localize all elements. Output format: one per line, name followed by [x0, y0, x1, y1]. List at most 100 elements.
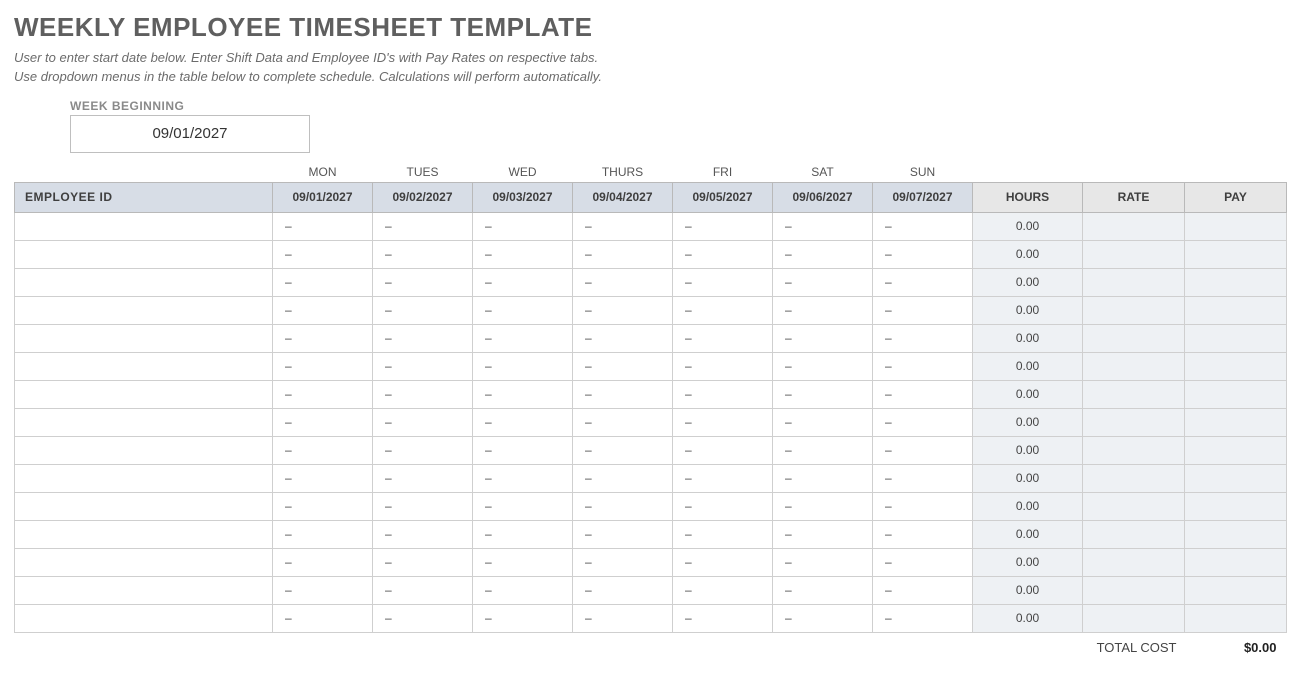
shift-cell[interactable]: –: [673, 548, 773, 576]
shift-cell[interactable]: –: [273, 380, 373, 408]
shift-cell[interactable]: –: [573, 408, 673, 436]
shift-cell[interactable]: –: [673, 212, 773, 240]
shift-cell[interactable]: –: [673, 380, 773, 408]
shift-cell[interactable]: –: [573, 492, 673, 520]
employee-id-cell[interactable]: [15, 296, 273, 324]
shift-cell[interactable]: –: [873, 324, 973, 352]
employee-id-cell[interactable]: [15, 492, 273, 520]
employee-id-cell[interactable]: [15, 380, 273, 408]
shift-cell[interactable]: –: [373, 324, 473, 352]
shift-cell[interactable]: –: [773, 212, 873, 240]
shift-cell[interactable]: –: [773, 464, 873, 492]
shift-cell[interactable]: –: [873, 464, 973, 492]
shift-cell[interactable]: –: [873, 240, 973, 268]
shift-cell[interactable]: –: [873, 576, 973, 604]
shift-cell[interactable]: –: [273, 576, 373, 604]
employee-id-cell[interactable]: [15, 324, 273, 352]
shift-cell[interactable]: –: [873, 380, 973, 408]
employee-id-cell[interactable]: [15, 436, 273, 464]
shift-cell[interactable]: –: [373, 408, 473, 436]
shift-cell[interactable]: –: [773, 324, 873, 352]
shift-cell[interactable]: –: [873, 436, 973, 464]
employee-id-cell[interactable]: [15, 548, 273, 576]
shift-cell[interactable]: –: [373, 436, 473, 464]
shift-cell[interactable]: –: [473, 352, 573, 380]
shift-cell[interactable]: –: [473, 576, 573, 604]
shift-cell[interactable]: –: [473, 548, 573, 576]
shift-cell[interactable]: –: [773, 296, 873, 324]
shift-cell[interactable]: –: [673, 352, 773, 380]
shift-cell[interactable]: –: [873, 296, 973, 324]
week-beginning-input[interactable]: 09/01/2027: [70, 115, 310, 153]
shift-cell[interactable]: –: [473, 520, 573, 548]
shift-cell[interactable]: –: [773, 240, 873, 268]
shift-cell[interactable]: –: [273, 268, 373, 296]
shift-cell[interactable]: –: [273, 352, 373, 380]
shift-cell[interactable]: –: [673, 520, 773, 548]
shift-cell[interactable]: –: [473, 268, 573, 296]
shift-cell[interactable]: –: [773, 492, 873, 520]
shift-cell[interactable]: –: [573, 548, 673, 576]
shift-cell[interactable]: –: [873, 520, 973, 548]
shift-cell[interactable]: –: [473, 408, 573, 436]
employee-id-cell[interactable]: [15, 212, 273, 240]
shift-cell[interactable]: –: [873, 408, 973, 436]
shift-cell[interactable]: –: [473, 324, 573, 352]
shift-cell[interactable]: –: [373, 576, 473, 604]
shift-cell[interactable]: –: [373, 268, 473, 296]
shift-cell[interactable]: –: [273, 520, 373, 548]
shift-cell[interactable]: –: [473, 492, 573, 520]
shift-cell[interactable]: –: [873, 268, 973, 296]
shift-cell[interactable]: –: [273, 492, 373, 520]
shift-cell[interactable]: –: [373, 464, 473, 492]
shift-cell[interactable]: –: [273, 604, 373, 632]
shift-cell[interactable]: –: [473, 464, 573, 492]
shift-cell[interactable]: –: [773, 548, 873, 576]
shift-cell[interactable]: –: [873, 492, 973, 520]
shift-cell[interactable]: –: [573, 268, 673, 296]
shift-cell[interactable]: –: [373, 604, 473, 632]
shift-cell[interactable]: –: [273, 464, 373, 492]
shift-cell[interactable]: –: [373, 240, 473, 268]
shift-cell[interactable]: –: [273, 436, 373, 464]
employee-id-cell[interactable]: [15, 408, 273, 436]
shift-cell[interactable]: –: [673, 408, 773, 436]
shift-cell[interactable]: –: [773, 408, 873, 436]
shift-cell[interactable]: –: [773, 380, 873, 408]
shift-cell[interactable]: –: [773, 520, 873, 548]
shift-cell[interactable]: –: [573, 296, 673, 324]
employee-id-cell[interactable]: [15, 352, 273, 380]
shift-cell[interactable]: –: [373, 212, 473, 240]
shift-cell[interactable]: –: [573, 576, 673, 604]
shift-cell[interactable]: –: [573, 436, 673, 464]
employee-id-cell[interactable]: [15, 520, 273, 548]
shift-cell[interactable]: –: [273, 408, 373, 436]
shift-cell[interactable]: –: [773, 436, 873, 464]
shift-cell[interactable]: –: [773, 268, 873, 296]
shift-cell[interactable]: –: [773, 604, 873, 632]
shift-cell[interactable]: –: [273, 212, 373, 240]
shift-cell[interactable]: –: [473, 436, 573, 464]
shift-cell[interactable]: –: [473, 380, 573, 408]
shift-cell[interactable]: –: [273, 240, 373, 268]
shift-cell[interactable]: –: [573, 604, 673, 632]
shift-cell[interactable]: –: [573, 240, 673, 268]
shift-cell[interactable]: –: [273, 296, 373, 324]
shift-cell[interactable]: –: [773, 352, 873, 380]
shift-cell[interactable]: –: [673, 576, 773, 604]
shift-cell[interactable]: –: [573, 212, 673, 240]
employee-id-cell[interactable]: [15, 576, 273, 604]
shift-cell[interactable]: –: [873, 352, 973, 380]
shift-cell[interactable]: –: [273, 548, 373, 576]
shift-cell[interactable]: –: [673, 296, 773, 324]
shift-cell[interactable]: –: [273, 324, 373, 352]
shift-cell[interactable]: –: [573, 520, 673, 548]
employee-id-cell[interactable]: [15, 464, 273, 492]
shift-cell[interactable]: –: [373, 352, 473, 380]
shift-cell[interactable]: –: [873, 604, 973, 632]
shift-cell[interactable]: –: [873, 212, 973, 240]
shift-cell[interactable]: –: [673, 464, 773, 492]
shift-cell[interactable]: –: [473, 240, 573, 268]
shift-cell[interactable]: –: [573, 380, 673, 408]
shift-cell[interactable]: –: [673, 604, 773, 632]
